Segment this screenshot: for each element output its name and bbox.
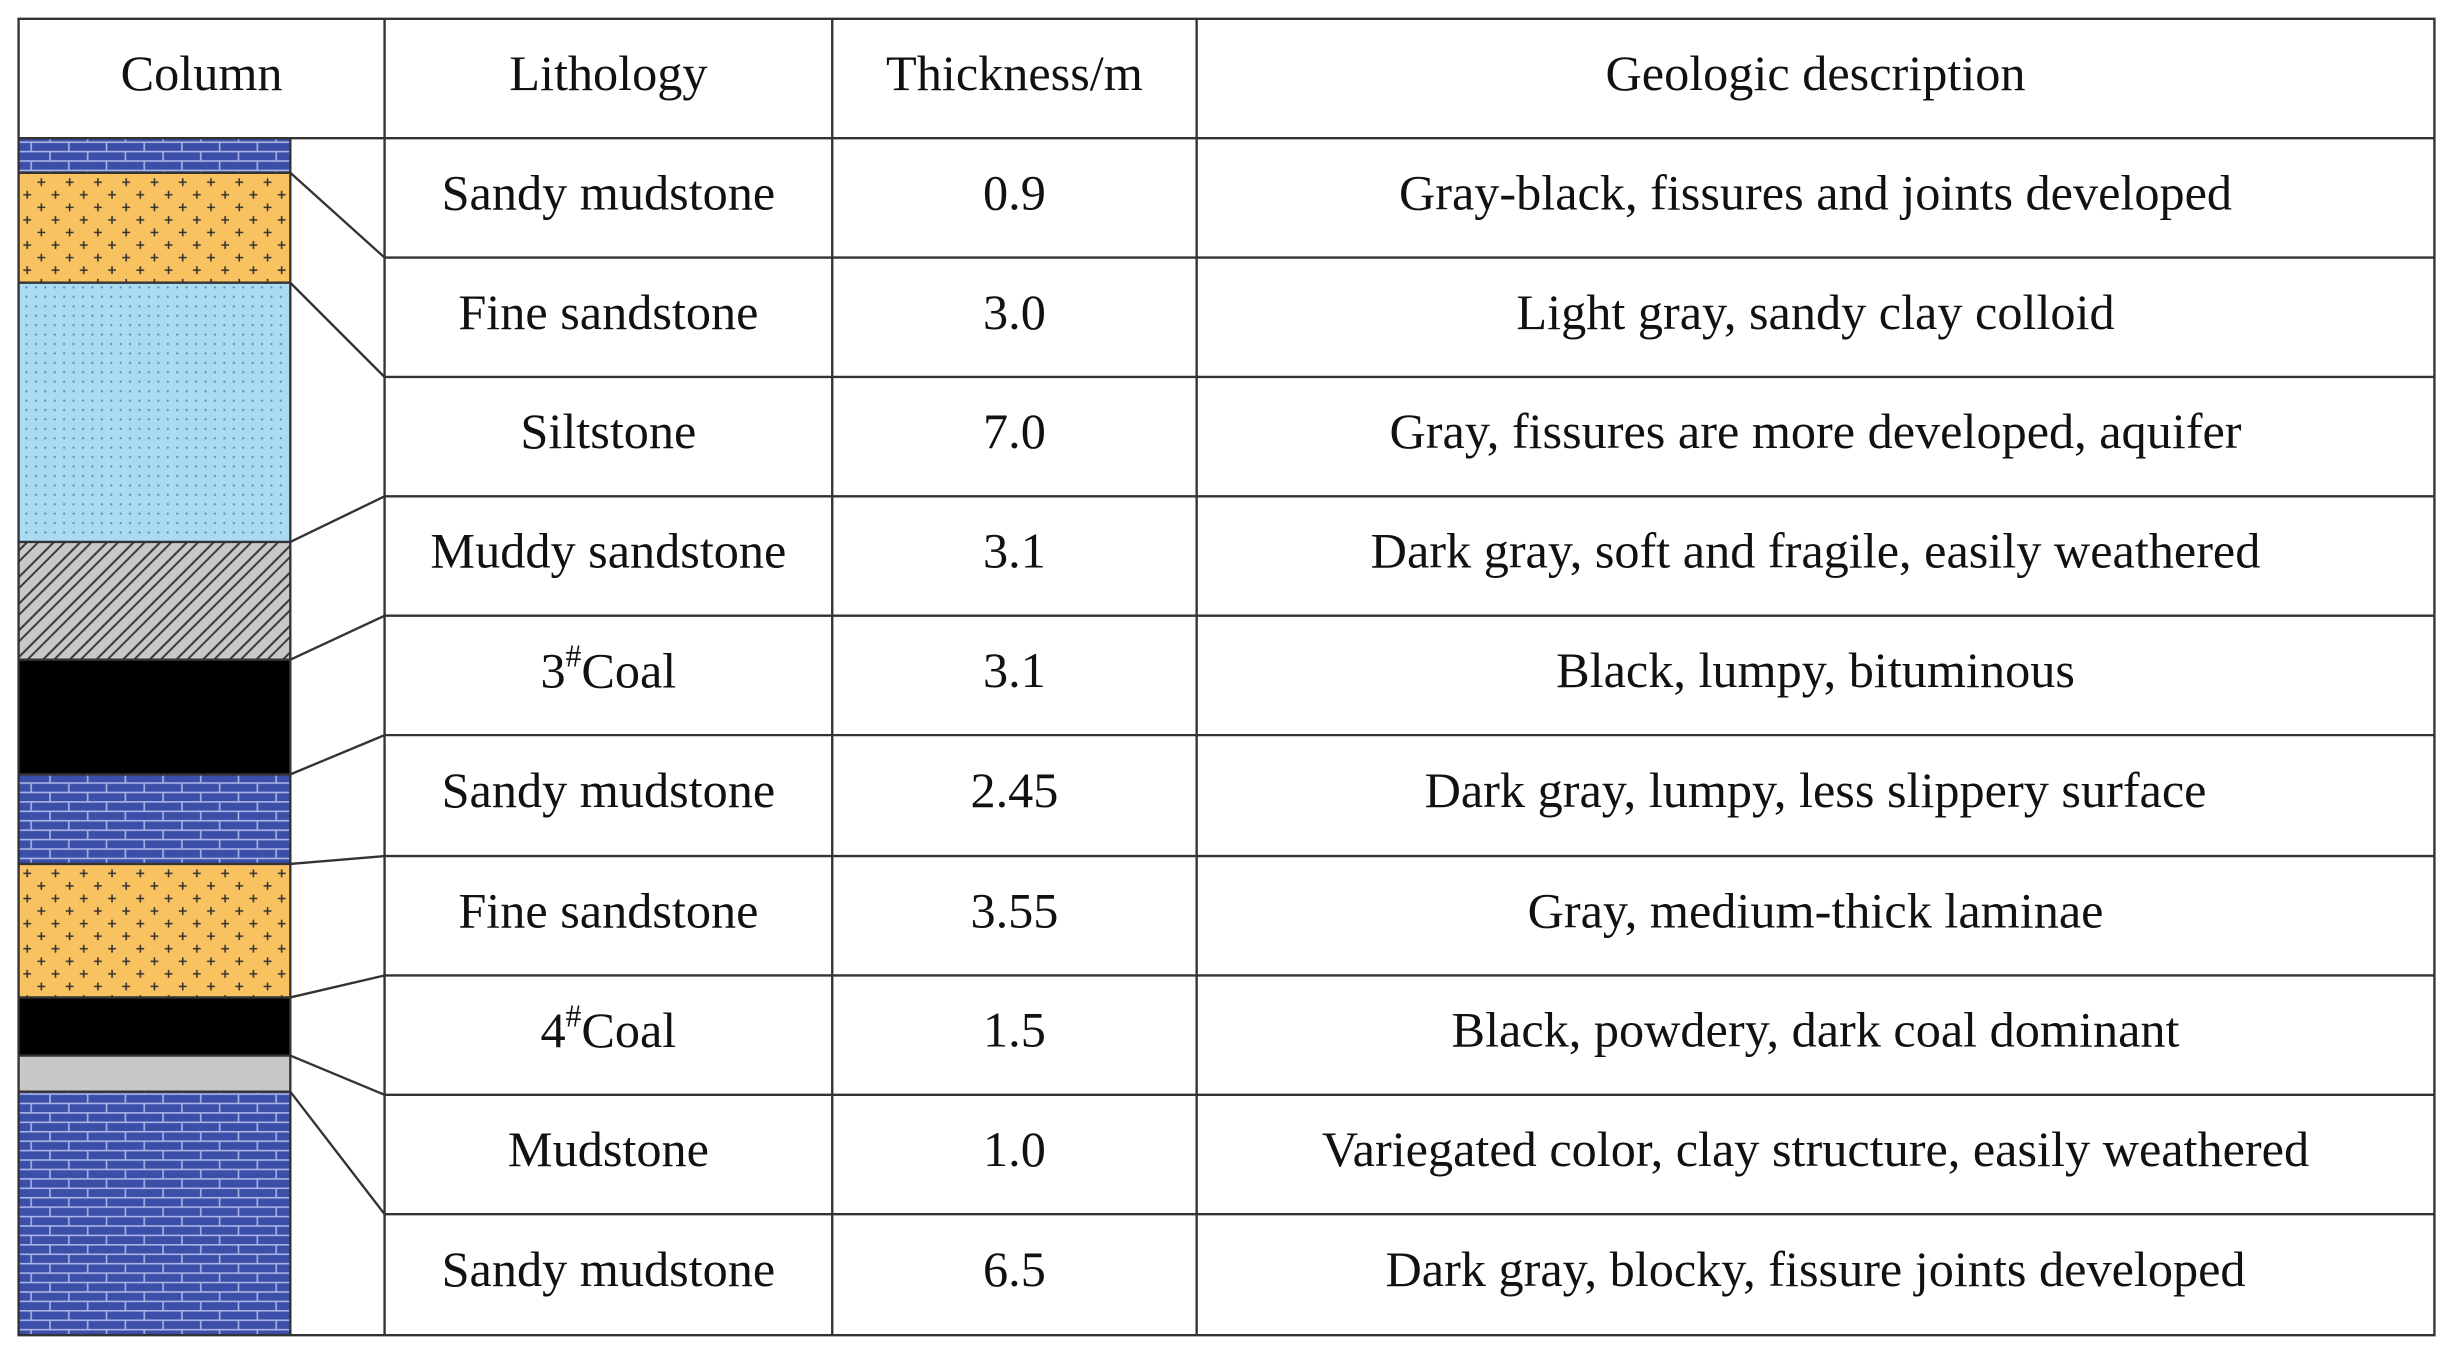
thickness-cell: 6.5 [983, 1241, 1046, 1297]
header-cell: Geologic description [1606, 45, 2026, 101]
lithology-cell: Sandy mudstone [442, 1241, 776, 1297]
lithology-superscript: # [566, 999, 582, 1034]
lithology-number: 4 [541, 1002, 566, 1058]
header-cell: Column [121, 45, 283, 101]
lithology-cell: Sandy mudstone [442, 164, 776, 220]
thickness-cell: 2.45 [970, 762, 1058, 818]
description-cell: Gray-black, fissures and joints develope… [1399, 164, 2232, 220]
thickness-cell: 3.1 [983, 642, 1046, 698]
description-cell: Light gray, sandy clay colloid [1516, 284, 2114, 340]
thickness-cell: 0.9 [983, 164, 1046, 220]
thickness-cell: 1.0 [983, 1121, 1046, 1177]
lithology-name: Coal [581, 642, 676, 698]
lithology-cell: Fine sandstone [458, 882, 758, 938]
header-cell: Thickness/m [886, 45, 1143, 101]
thickness-cell: 3.0 [983, 284, 1046, 340]
thickness-cell: 3.55 [970, 882, 1058, 938]
lithology-superscript: # [566, 639, 582, 674]
lithology-cell: Fine sandstone [458, 284, 758, 340]
thickness-cell: 1.5 [983, 1002, 1046, 1058]
connector-lines [289, 171, 386, 1215]
description-cell: Black, powdery, dark coal dominant [1452, 1002, 2180, 1058]
thickness-cell: 3.1 [983, 523, 1046, 579]
description-cell: Gray, medium-thick laminae [1528, 882, 2104, 938]
lithology-cell: Mudstone [508, 1121, 709, 1177]
table-grid [17, 17, 2436, 1337]
strata-column [18, 138, 292, 1336]
lithology-cell: Sandy mudstone [442, 762, 776, 818]
description-cell: Dark gray, soft and fragile, easily weat… [1371, 523, 2261, 579]
description-cell: Gray, fissures are more developed, aquif… [1390, 403, 2242, 459]
table-body: Column Lithology Thickness/m Geologic descr… [17, 17, 2436, 1337]
lithology-cell: 3#Coal [541, 639, 677, 698]
header-cell: Lithology [509, 45, 707, 101]
description-cell: Dark gray, lumpy, less slippery surface [1425, 762, 2207, 818]
thickness-cell: 7.0 [983, 403, 1046, 459]
lithology-cell: Muddy sandstone [430, 523, 786, 579]
description-cell: Variegated color, clay structure, easily… [1322, 1121, 2309, 1177]
description-cell: Dark gray, blocky, fissure joints develo… [1385, 1241, 2245, 1297]
lithology-number: 3 [541, 642, 566, 698]
lithology-name: Coal [581, 1002, 676, 1058]
description-cell: Black, lumpy, bituminous [1556, 642, 2075, 698]
lithology-cell: 4#Coal [541, 999, 677, 1058]
lithology-cell: Siltstone [520, 403, 696, 459]
